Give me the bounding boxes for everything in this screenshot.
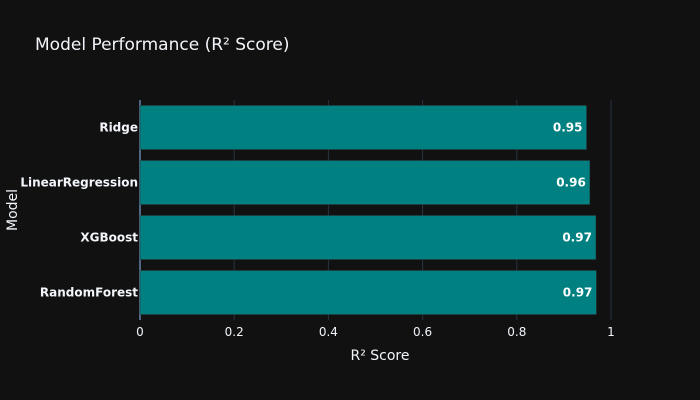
x-axis-title: R² Score (350, 348, 409, 364)
y-axis-title: Model (5, 189, 21, 231)
bar-data-label: 0.97 (563, 286, 593, 300)
bar (139, 215, 597, 260)
y-tick-label: RandomForest (40, 286, 138, 300)
x-tick-label: 0 (136, 325, 144, 339)
x-tick-label: 1 (607, 325, 615, 339)
y-tick-label: XGBoost (80, 231, 138, 245)
bar (139, 160, 591, 205)
chart-title: Model Performance (R² Score) (35, 35, 290, 55)
x-tick-label: 0.8 (507, 325, 526, 339)
x-tick-label: 0.2 (225, 325, 244, 339)
bars: 0.95 0.96 0.97 0.97 (139, 105, 597, 315)
y-tick-label: LinearRegression (20, 176, 138, 190)
bar-data-label: 0.97 (562, 231, 592, 245)
bar-data-label: 0.96 (556, 176, 586, 190)
y-tick-label: Ridge (99, 121, 138, 135)
bar (139, 105, 587, 150)
x-tick-label: 0.6 (413, 325, 432, 339)
bar (139, 270, 597, 315)
bar-data-label: 0.95 (553, 121, 583, 135)
x-tick-label: 0.4 (319, 325, 338, 339)
y-axis-ticks: Ridge LinearRegression XGBoost RandomForest (20, 121, 138, 300)
x-axis-ticks: 0 0.2 0.4 0.6 0.8 1 (136, 325, 615, 339)
